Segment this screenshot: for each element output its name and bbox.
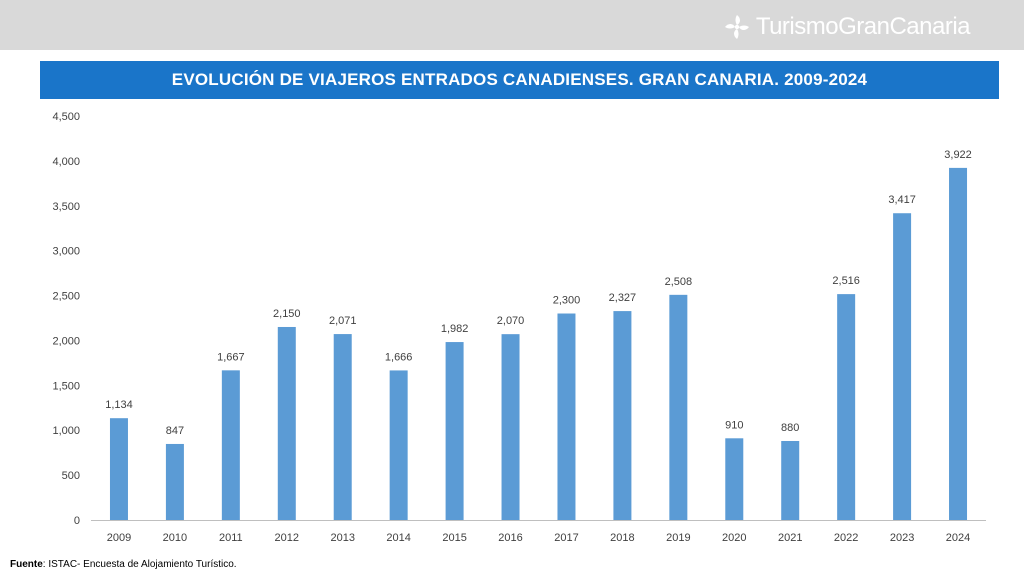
bar-2009 [109,418,128,520]
bar-2013 [333,334,352,520]
data-label-2022: 2,516 [832,275,860,287]
data-label-2014: 1,666 [385,351,413,363]
y-tick-label: 3,000 [52,246,80,258]
x-tick-label: 2010 [163,532,187,544]
bar-2019 [669,294,688,520]
header-band: TurismoGranCanaria [0,0,1024,50]
y-tick-label: 0 [74,515,80,527]
data-label-2020: 910 [725,419,743,431]
data-label-2016: 2,070 [497,315,525,327]
data-label-2010: 847 [166,425,184,437]
x-tick-label: 2021 [778,532,802,544]
y-tick-label: 3,500 [52,201,80,213]
bar-2014 [389,370,408,520]
x-tick-label: 2015 [442,532,466,544]
y-tick-label: 2,000 [52,335,80,347]
data-label-2024: 3,922 [944,149,972,161]
y-tick-label: 2,500 [52,291,80,303]
bar-2017 [557,313,576,520]
bar-2012 [277,326,296,520]
x-tick-label: 2012 [275,532,299,544]
bar-2015 [445,342,464,520]
x-tick-label: 2020 [722,532,746,544]
bar-2020 [725,438,744,520]
x-tick-label: 2011 [219,532,243,544]
source-label: Fuente [10,559,43,570]
x-tick-label: 2017 [554,532,578,544]
chart-title-bar: EVOLUCIÓN DE VIAJEROS ENTRADOS CANADIENS… [40,61,999,99]
x-tick-label: 2018 [610,532,634,544]
y-tick-label: 1,000 [52,425,80,437]
chart-title: EVOLUCIÓN DE VIAJEROS ENTRADOS CANADIENS… [171,70,868,89]
data-label-2021: 880 [781,422,799,434]
gran-canaria-logo-icon [724,15,749,39]
x-tick-label: 2016 [498,532,522,544]
x-tick-label: 2014 [386,532,410,544]
source-text: : ISTAC- Encuesta de Alojamiento Turísti… [42,559,237,570]
bar-2010 [165,443,184,520]
y-tick-label: 1,500 [52,380,80,392]
bar-2021 [781,440,800,520]
x-tick-label: 2019 [666,532,690,544]
data-label-2011: 1,667 [217,351,245,363]
x-tick-label: 2023 [890,532,914,544]
source-note: Fuente: ISTAC- Encuesta de Alojamiento T… [10,559,237,570]
data-label-2023: 3,417 [888,194,916,206]
data-label-2018: 2,327 [609,292,637,304]
y-tick-label: 4,000 [52,156,80,168]
bar-chart: 0 500 1,000 1,500 2,000 2,500 3,000 3,500 4,000 4… [52,111,986,544]
x-tick-label: 2013 [330,532,354,544]
data-label-2017: 2,300 [553,295,581,307]
bar-2023 [893,213,912,520]
bar-2016 [501,334,520,520]
bar-2011 [221,370,240,520]
x-tick-label: 2022 [834,532,858,544]
y-tick-label: 500 [62,470,80,482]
brand-name: TurismoGranCanaria [755,13,971,40]
data-label-2012: 2,150 [273,308,301,320]
x-tick-label: 2009 [107,532,131,544]
y-tick-label: 4,500 [52,111,80,123]
data-label-2009: 1,134 [105,399,133,411]
data-label-2013: 2,071 [329,315,357,327]
x-tick-label: 2024 [946,532,970,544]
bar-2024 [949,167,968,521]
bar-2022 [837,294,856,520]
data-label-2019: 2,508 [665,276,693,288]
brand-logo[interactable]: TurismoGranCanaria [722,12,971,42]
data-label-2015: 1,982 [441,323,469,335]
bar-2018 [613,311,632,520]
